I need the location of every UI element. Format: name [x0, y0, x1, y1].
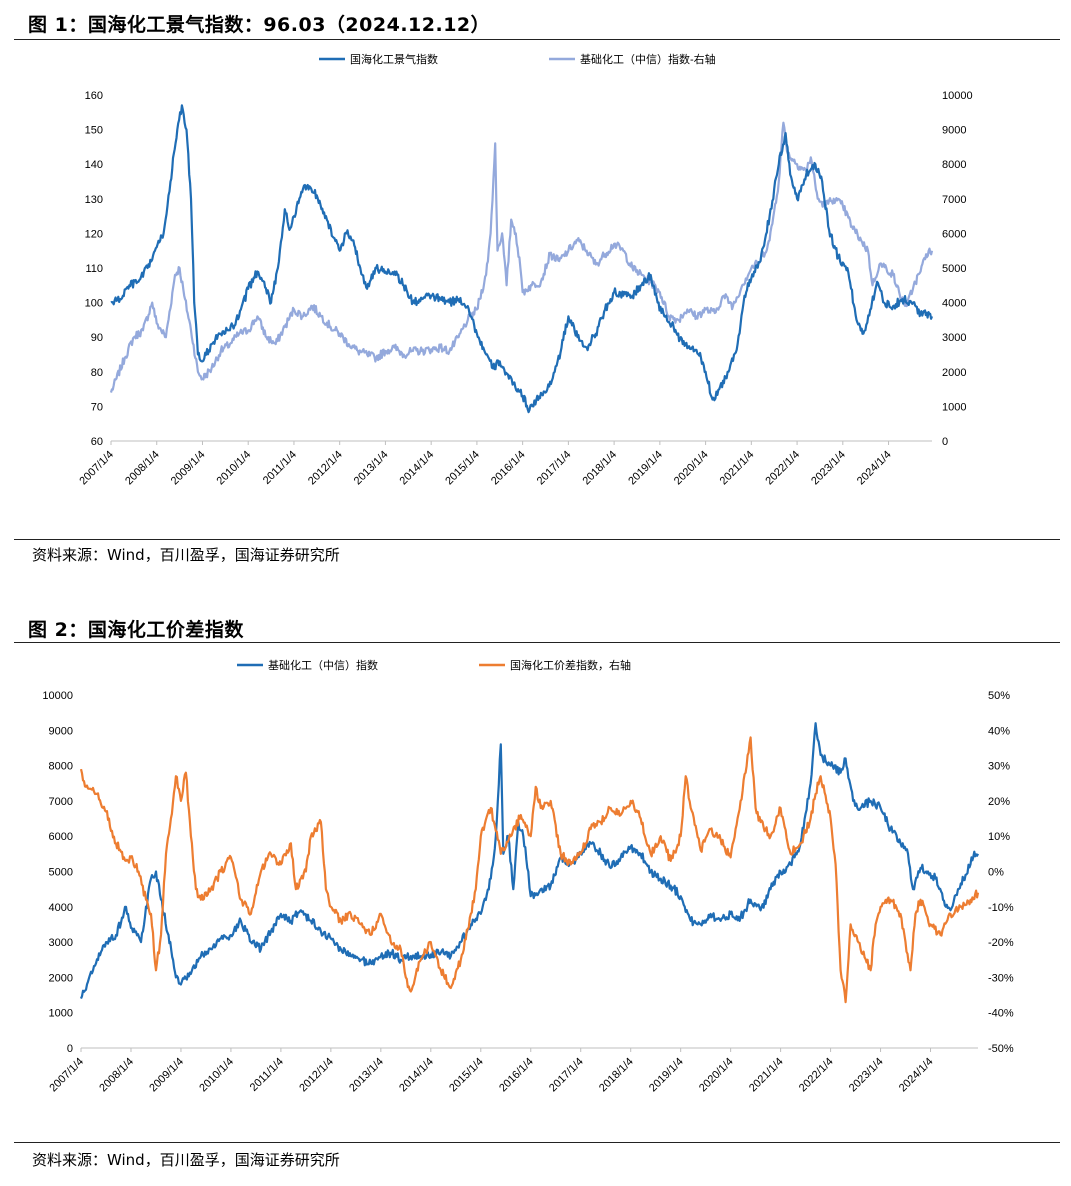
x-tick-label-10: 2017/1/4 — [535, 449, 574, 488]
y-left-tick-7: 130 — [85, 194, 103, 206]
y-right-tick-6: 6000 — [942, 228, 966, 240]
y-right-tick-8: 8000 — [942, 159, 966, 171]
y-left-tick-1: 1000 — [49, 1008, 73, 1020]
series-line-0 — [109, 121, 934, 393]
x-tick-label-0: 2007/1/4 — [47, 1056, 86, 1095]
x-tick-label-16: 2023/1/4 — [847, 1056, 886, 1095]
x-tick-label-2: 2009/1/4 — [147, 1056, 186, 1095]
figure2-title: 图 2：国海化工价差指数 — [28, 619, 244, 641]
legend-label-1: 国海化工景气指数 — [350, 52, 438, 66]
x-tick-label-16: 2023/1/4 — [809, 449, 848, 488]
y-right-tick-9: 9000 — [942, 125, 966, 137]
y-left-tick-10: 160 — [85, 90, 103, 102]
series-line-0 — [79, 722, 979, 1000]
x-tick-label-7: 2014/1/4 — [398, 449, 437, 488]
legend-label-0: 基础化工（中信）指数 — [268, 658, 378, 672]
y-left-tick-2: 2000 — [49, 972, 73, 984]
y-right-tick-3: -20% — [988, 937, 1014, 949]
x-tick-label-15: 2022/1/4 — [797, 1056, 836, 1095]
y-right-tick-5: 0% — [988, 867, 1004, 879]
x-tick-label-8: 2015/1/4 — [447, 1056, 486, 1095]
y-right-tick-4: -10% — [988, 902, 1014, 914]
y-left-tick-9: 9000 — [49, 725, 73, 737]
x-tick-label-13: 2020/1/4 — [672, 449, 711, 488]
y-left-tick-4: 100 — [85, 298, 103, 310]
y-right-tick-2: 2000 — [942, 367, 966, 379]
x-tick-label-5: 2012/1/4 — [306, 449, 345, 488]
x-tick-label-17: 2024/1/4 — [897, 1056, 936, 1095]
y-right-tick-6: 10% — [988, 831, 1010, 843]
y-left-tick-1: 70 — [91, 401, 103, 413]
y-right-tick-0: -50% — [988, 1043, 1014, 1055]
y-right-tick-10: 10000 — [942, 90, 973, 102]
x-tick-label-2: 2009/1/4 — [169, 449, 208, 488]
chart1: 基础化工（中信）指数-右轴 国海化工景气指数 60 70 80 90 100 110 120 13… — [77, 52, 973, 488]
y-left-tick-2: 80 — [91, 367, 103, 379]
x-tick-label-3: 2010/1/4 — [215, 449, 254, 488]
y-left-tick-3: 3000 — [49, 937, 73, 949]
y-left-tick-8: 140 — [85, 159, 103, 171]
y-right-tick-10: 50% — [988, 690, 1010, 702]
x-tick-label-11: 2018/1/4 — [580, 449, 619, 488]
y-left-tick-0: 0 — [67, 1043, 73, 1055]
y-left-tick-10: 10000 — [42, 690, 73, 702]
x-tick-label-9: 2016/1/4 — [497, 1056, 536, 1095]
y-left-tick-6: 120 — [85, 228, 103, 240]
y-left-tick-5: 5000 — [49, 867, 73, 879]
y-right-tick-1: -40% — [988, 1008, 1014, 1020]
y-right-tick-5: 5000 — [942, 263, 966, 275]
x-tick-label-9: 2016/1/4 — [489, 449, 528, 488]
y-right-tick-7: 20% — [988, 796, 1010, 808]
x-tick-label-3: 2010/1/4 — [197, 1056, 236, 1095]
y-left-tick-9: 150 — [85, 125, 103, 137]
figure1-top-rule — [14, 39, 1060, 40]
x-tick-label-14: 2021/1/4 — [718, 449, 757, 488]
y-left-tick-7: 7000 — [49, 796, 73, 808]
y-right-tick-7: 7000 — [942, 194, 966, 206]
y-right-tick-4: 4000 — [942, 298, 966, 310]
y-right-tick-0: 0 — [942, 436, 948, 448]
x-tick-label-14: 2021/1/4 — [747, 1056, 786, 1095]
x-tick-label-12: 2019/1/4 — [626, 449, 665, 488]
y-right-tick-8: 30% — [988, 761, 1010, 773]
x-tick-label-4: 2011/1/4 — [261, 449, 299, 487]
y-left-tick-0: 60 — [91, 436, 103, 448]
figure2-source: 资料来源：Wind，百川盈孚，国海证券研究所 — [32, 1151, 340, 1169]
x-tick-label-17: 2024/1/4 — [855, 449, 894, 488]
y-right-tick-2: -30% — [988, 972, 1014, 984]
x-tick-label-4: 2011/1/4 — [248, 1056, 286, 1094]
x-tick-label-13: 2020/1/4 — [697, 1056, 736, 1095]
x-tick-label-6: 2013/1/4 — [352, 449, 391, 488]
x-tick-label-12: 2019/1/4 — [647, 1056, 686, 1095]
x-tick-label-5: 2012/1/4 — [297, 1056, 336, 1095]
y-left-tick-3: 90 — [91, 332, 103, 344]
legend-label-1: 国海化工价差指数，右轴 — [510, 658, 631, 672]
figure1-title: 图 1：国海化工景气指数：96.03（2024.12.12） — [28, 14, 491, 36]
figure2-top-rule — [14, 642, 1060, 643]
y-left-tick-4: 4000 — [49, 902, 73, 914]
y-right-tick-1: 1000 — [942, 401, 966, 413]
y-left-tick-6: 6000 — [49, 831, 73, 843]
x-tick-label-8: 2015/1/4 — [443, 449, 482, 488]
figure1-bottom-rule — [14, 539, 1060, 540]
y-left-tick-8: 8000 — [49, 761, 73, 773]
chart2: 基础化工（中信）指数 国海化工价差指数，右轴 0 1000 2000 3000 4000 50… — [42, 658, 1014, 1095]
legend-label-0: 基础化工（中信）指数-右轴 — [580, 52, 716, 66]
x-tick-label-1: 2008/1/4 — [123, 449, 162, 488]
x-tick-label-11: 2018/1/4 — [597, 1056, 636, 1095]
y-right-tick-9: 40% — [988, 725, 1010, 737]
x-tick-label-10: 2017/1/4 — [547, 1056, 586, 1095]
figure1-source: 资料来源：Wind，百川盈孚，国海证券研究所 — [32, 546, 340, 564]
series-line-1 — [110, 104, 934, 414]
y-left-tick-5: 110 — [85, 263, 103, 275]
x-tick-label-7: 2014/1/4 — [397, 1056, 436, 1095]
x-tick-label-6: 2013/1/4 — [347, 1056, 386, 1095]
x-tick-label-15: 2022/1/4 — [763, 449, 802, 488]
y-right-tick-3: 3000 — [942, 332, 966, 344]
figure2-bottom-rule — [14, 1142, 1060, 1143]
x-tick-label-1: 2008/1/4 — [97, 1056, 136, 1095]
series-line-1 — [79, 736, 980, 1004]
x-tick-label-0: 2007/1/4 — [77, 449, 116, 488]
